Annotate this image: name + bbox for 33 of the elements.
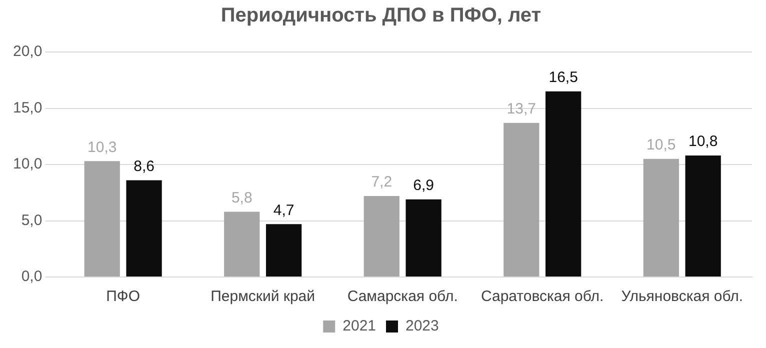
x-tick-label: Саратовская обл. bbox=[480, 288, 604, 306]
data-label: 4,7 bbox=[273, 202, 294, 219]
chart-title: Периодичность ДПО в ПФО, лет bbox=[220, 4, 542, 27]
bar bbox=[685, 156, 721, 276]
bar bbox=[406, 199, 442, 276]
bar bbox=[126, 180, 162, 276]
bar bbox=[364, 196, 400, 276]
bar bbox=[266, 224, 302, 276]
bar bbox=[84, 161, 120, 276]
data-label: 5,8 bbox=[231, 189, 252, 206]
bar bbox=[504, 122, 540, 276]
y-tick-label: 0,0 bbox=[21, 268, 42, 286]
x-tick-label: Пермский край bbox=[210, 288, 316, 306]
legend-label: 2023 bbox=[406, 318, 439, 335]
x-tick-label: Ульяновская обл. bbox=[621, 288, 744, 306]
y-tick-label: 10,0 bbox=[12, 156, 42, 173]
data-label: 10,8 bbox=[688, 133, 718, 150]
bar bbox=[546, 91, 582, 276]
bar bbox=[643, 158, 679, 276]
data-label: 10,5 bbox=[646, 136, 676, 154]
bar bbox=[224, 212, 260, 276]
data-label: 7,2 bbox=[371, 174, 392, 191]
y-tick-label: 15,0 bbox=[12, 99, 42, 116]
data-label: 6,9 bbox=[413, 177, 434, 194]
data-label: 8,6 bbox=[134, 158, 154, 175]
y-tick-label: 20,0 bbox=[12, 43, 42, 60]
x-tick-label: Самарская обл. bbox=[347, 288, 458, 306]
data-label: 10,3 bbox=[88, 138, 117, 156]
data-label: 13,7 bbox=[506, 100, 536, 118]
data-label: 16,5 bbox=[548, 69, 578, 86]
legend-label: 2021 bbox=[342, 318, 376, 335]
y-tick-label: 5,0 bbox=[21, 212, 42, 229]
x-tick-label: ПФО bbox=[106, 288, 140, 306]
